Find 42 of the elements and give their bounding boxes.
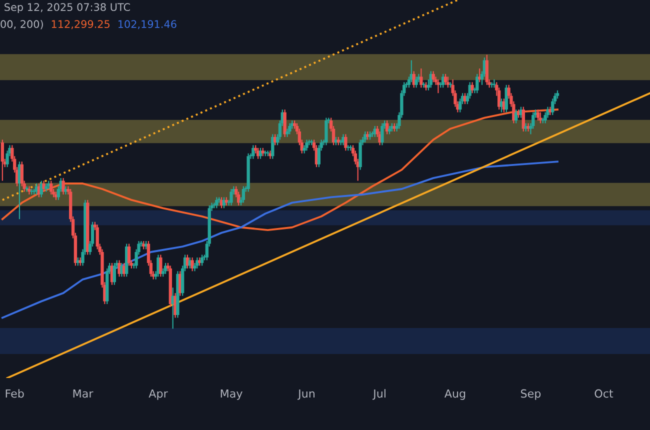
candlestick (62, 177, 65, 196)
candlestick (522, 106, 525, 132)
x-tick-label: Aug (444, 389, 466, 400)
candlestick (112, 262, 116, 286)
candlestick (476, 73, 479, 94)
candlestick (288, 122, 292, 135)
candlestick (364, 130, 367, 143)
candlestick (470, 82, 474, 94)
text: 102,191.46 (118, 20, 176, 30)
x-tick-label: Apr (148, 389, 168, 400)
text: Sep 12, 2025 07:38 UTC (4, 3, 130, 14)
candlestick (436, 78, 440, 94)
candlestick (190, 256, 194, 272)
x-tick-label: May (220, 389, 242, 400)
candlestick (42, 180, 46, 192)
candlestick (25, 186, 28, 192)
candlestick (196, 256, 199, 269)
text: 00, 200) (0, 20, 43, 30)
candlestick (492, 78, 496, 88)
candlestick (50, 180, 53, 196)
candlestick (283, 109, 286, 138)
x-tick-label: Jul (372, 389, 386, 400)
x-tick-label: Sep (520, 389, 541, 400)
x-tick-label: Jun (297, 389, 314, 400)
candlestick (485, 54, 488, 86)
candlestick (215, 196, 218, 209)
candlestick (252, 144, 255, 160)
x-tick-label: Feb (6, 389, 24, 398)
candlestick (444, 73, 448, 86)
candlestick (420, 68, 423, 88)
candlestick (230, 188, 233, 206)
candlestick (127, 243, 131, 266)
x-tick-label: Mar (73, 389, 94, 398)
candlestick (324, 117, 328, 146)
candlestick (432, 70, 435, 83)
candlestick (305, 139, 308, 152)
text: 112,299.25 (52, 20, 110, 30)
x-tick-label: Oct (594, 389, 614, 398)
candlestick (380, 122, 384, 146)
candlestick (159, 254, 162, 278)
candlestick (414, 76, 418, 88)
candlestick (344, 134, 348, 152)
